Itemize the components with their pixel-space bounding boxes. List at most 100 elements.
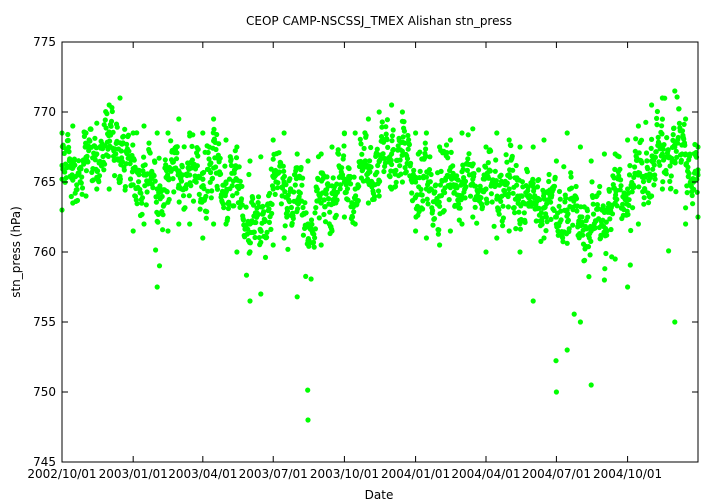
data-point <box>110 129 116 135</box>
data-point <box>427 154 433 160</box>
data-point <box>243 204 249 210</box>
data-point <box>247 240 253 246</box>
data-point <box>406 142 412 148</box>
data-point <box>300 204 306 211</box>
data-point <box>200 235 206 241</box>
data-point <box>616 154 622 160</box>
data-point <box>402 165 408 171</box>
data-point <box>681 121 687 127</box>
data-point <box>467 193 474 199</box>
data-point <box>351 209 357 215</box>
data-point <box>437 193 443 199</box>
data-point <box>648 145 654 151</box>
data-point <box>546 171 552 178</box>
data-point <box>635 172 642 178</box>
data-point <box>112 173 118 179</box>
data-point <box>657 162 663 168</box>
data-point <box>659 123 665 129</box>
data-point <box>618 183 624 189</box>
data-point <box>582 257 588 263</box>
data-point <box>510 190 516 196</box>
data-point <box>600 203 606 209</box>
data-point <box>437 182 443 188</box>
data-point <box>597 183 603 190</box>
data-point <box>534 184 541 190</box>
data-point <box>513 226 519 232</box>
data-point <box>548 216 554 222</box>
data-point <box>333 212 339 218</box>
data-point <box>414 203 421 209</box>
data-point <box>123 161 129 167</box>
data-point <box>436 199 442 205</box>
data-point <box>78 180 84 186</box>
data-point <box>124 141 130 147</box>
data-point <box>650 166 656 172</box>
data-point <box>454 173 460 179</box>
data-point <box>236 164 242 170</box>
data-point <box>238 196 245 202</box>
data-point <box>672 160 678 166</box>
data-point <box>683 151 689 157</box>
data-point <box>478 195 484 201</box>
data-point <box>631 184 637 190</box>
data-point <box>584 208 591 214</box>
data-point <box>154 284 160 290</box>
data-point <box>209 188 215 194</box>
data-point <box>258 239 264 245</box>
data-point <box>168 138 174 144</box>
data-point <box>519 179 526 185</box>
data-point <box>564 240 570 246</box>
data-point <box>70 177 76 183</box>
data-point <box>375 188 382 194</box>
data-point <box>551 183 558 189</box>
data-point <box>276 150 282 156</box>
data-point <box>420 198 426 204</box>
data-point <box>435 231 441 237</box>
data-point <box>625 211 631 218</box>
data-point <box>288 186 294 192</box>
data-point <box>496 207 502 213</box>
data-point <box>585 214 591 220</box>
data-point <box>612 256 618 262</box>
data-point <box>457 205 463 211</box>
data-point <box>641 201 647 207</box>
data-point <box>289 220 295 226</box>
data-point <box>270 156 276 162</box>
data-point <box>141 221 147 227</box>
y-tick-label: 760 <box>33 245 56 259</box>
data-point <box>617 187 623 193</box>
data-point <box>423 235 429 241</box>
data-point <box>312 235 318 241</box>
data-point <box>92 157 98 163</box>
data-point <box>689 192 695 199</box>
data-point <box>102 117 108 123</box>
data-point <box>380 151 386 157</box>
data-point <box>649 136 655 142</box>
data-point <box>413 228 419 234</box>
data-point <box>253 219 259 226</box>
data-point <box>389 151 395 157</box>
data-point <box>294 151 300 157</box>
data-point <box>587 252 593 258</box>
data-point <box>223 179 229 185</box>
data-point <box>684 190 690 196</box>
data-point <box>568 174 574 180</box>
data-point <box>511 205 517 211</box>
data-point <box>627 262 633 268</box>
data-point <box>152 159 158 165</box>
data-point <box>544 201 550 207</box>
data-point <box>430 222 436 228</box>
data-point <box>671 125 677 131</box>
x-tick-label: 2004/07/01 <box>522 467 591 481</box>
data-point <box>84 153 90 159</box>
y-axis-label: stn_press (hPa) <box>9 206 23 298</box>
data-point <box>450 163 456 169</box>
data-point <box>536 205 542 211</box>
data-point <box>573 196 580 202</box>
data-point <box>684 183 690 189</box>
data-point <box>648 172 654 178</box>
data-point <box>504 180 510 186</box>
data-point <box>430 208 436 214</box>
data-point <box>225 215 231 221</box>
data-point <box>417 149 423 155</box>
